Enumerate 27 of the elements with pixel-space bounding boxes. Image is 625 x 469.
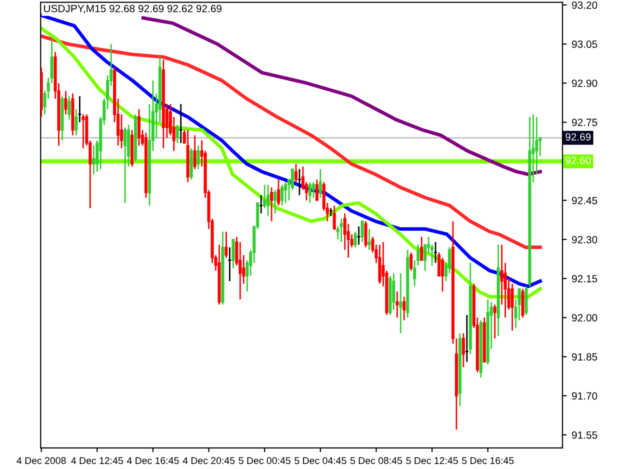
x-tick-label: 5 Dec 04:45 [294, 457, 346, 464]
y-tick-label: 93.05 [572, 40, 598, 48]
x-tick-label: 4 Dec 12:45 [71, 457, 123, 464]
y-tick-label: 91.85 [572, 353, 598, 361]
x-tick-label: 4 Dec 20:45 [182, 457, 235, 464]
line-series [141, 16, 542, 176]
y-tick-label: 92.30 [572, 236, 598, 244]
x-tick-label: 5 Dec 08:45 [350, 457, 402, 464]
ref-line-label: 92.69 [566, 133, 591, 141]
x-tick-label: 4 Dec 16:45 [126, 457, 179, 464]
y-tick-label: 91.55 [572, 431, 598, 439]
ref-line-label: 92.60 [566, 156, 591, 164]
y-tick-label: 92.45 [572, 196, 598, 204]
y-tick-label: 92.90 [572, 80, 598, 87]
x-tick-label: 4 Dec 2008 [16, 457, 66, 464]
candlestick [329, 207, 332, 217]
x-tick-label: 5 Dec 00:45 [238, 457, 290, 464]
x-tick-label: 5 Dec 12:45 [406, 457, 458, 464]
y-tick-label: 92.00 [572, 314, 598, 322]
candlestick [228, 246, 232, 282]
y-tick-label: 91.70 [572, 392, 598, 400]
chart-title: USDJPY,M15 92.68 92.69 92.62 92.69 [44, 4, 222, 14]
y-tick-label: 92.15 [572, 275, 598, 282]
y-tick-label: 92.75 [572, 118, 598, 126]
line-series [40, 34, 542, 249]
y-tick-label: 93.20 [572, 1, 598, 9]
x-tick-label: 5 Dec 16:45 [462, 457, 514, 464]
